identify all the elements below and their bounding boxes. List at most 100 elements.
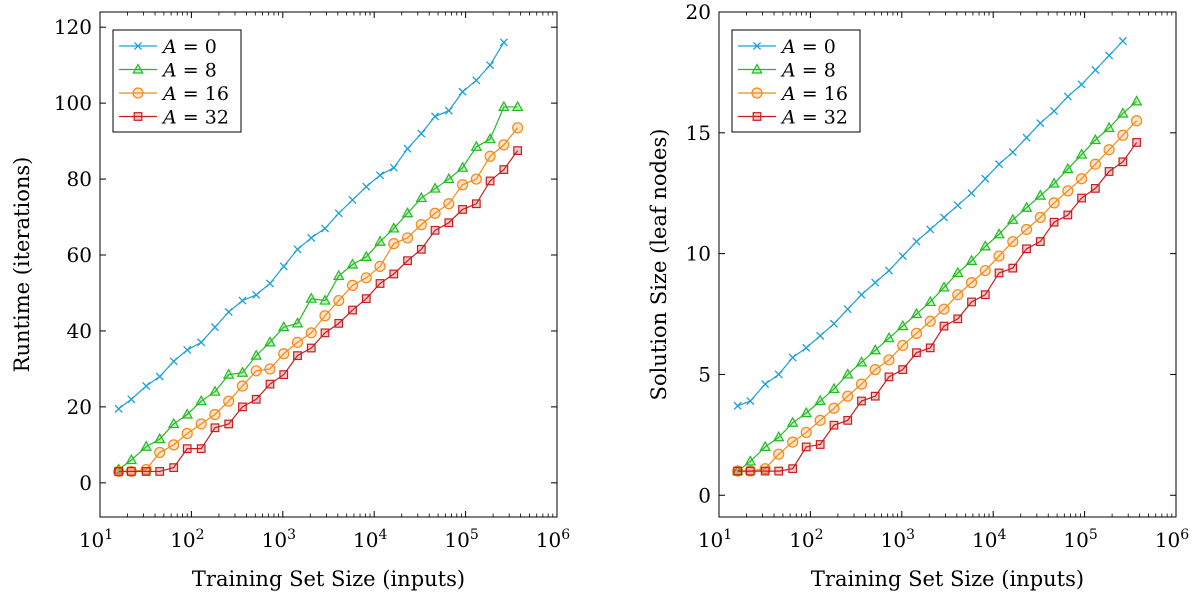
data-point [788,353,797,362]
series-circle [113,122,524,478]
data-point [443,198,455,210]
data-point [334,209,343,218]
data-point [857,396,866,406]
data-point [222,368,235,379]
data-point [1020,223,1033,236]
data-point [125,453,138,465]
legend: A = 0A = 8A = 16A = 32 [731,29,861,133]
data-point [1077,193,1086,203]
data-point [444,106,453,115]
data-point [429,182,441,193]
data-point [1022,133,1031,142]
data-point [951,266,964,278]
data-point [362,182,371,191]
x-tick-label: 106 [536,527,570,552]
data-point [279,370,289,380]
x-tick-label: 103 [881,527,915,552]
data-point [401,207,414,218]
data-point [786,416,799,427]
data-point [430,225,440,235]
y-axis-label: Solution Size (leaf nodes) [647,129,671,401]
data-point [209,385,221,396]
data-point [484,132,496,144]
data-point [334,318,344,328]
data-point [416,244,426,254]
series-square [114,146,523,476]
data-point [168,439,180,451]
y-tick-label: 5 [698,362,711,386]
data-point [499,165,509,174]
legend-label: A = 0 [161,36,217,58]
data-point [938,281,950,292]
data-point [1077,80,1086,89]
y-tick-label: 100 [54,91,92,115]
data-point [1062,185,1074,197]
data-point [1048,197,1060,209]
data-point [485,176,495,186]
data-point [1104,167,1114,176]
data-point [1050,107,1059,116]
y-tick-label: 80 [67,167,92,191]
legend-marker [751,87,763,99]
data-point [236,380,249,392]
data-point [788,464,798,474]
data-point [293,245,302,254]
data-point [772,431,785,442]
data-point [291,317,304,328]
data-point [883,354,895,366]
data-point [320,224,330,233]
data-point [965,254,978,265]
x-tick-label: 106 [1155,527,1189,552]
data-point [1103,121,1115,133]
data-point [857,290,866,299]
data-point [814,414,826,426]
data-point [320,328,330,338]
data-point [278,348,290,360]
chart-2: 0 5 10 15 20 101 102 103 104 105 106 Training Set S… [647,0,1189,591]
series-line [737,120,1138,472]
data-point [1034,211,1046,223]
data-point [484,150,496,162]
y-tick-label: 10 [686,242,711,266]
data-point [181,427,193,440]
data-point [265,379,275,389]
data-point [210,323,220,332]
data-point [746,396,755,406]
data-point [869,344,881,355]
data-point [458,205,467,214]
data-point [224,307,233,317]
data-point [127,395,136,404]
data-point [883,331,895,343]
legend-label: A = 8 [780,60,836,82]
data-point [238,402,247,412]
axes-frame [718,11,1177,518]
legend-label: A = 16 [780,83,848,105]
data-point [967,189,976,198]
legend-marker [751,63,763,74]
data-point [965,277,978,289]
data-point [223,395,235,407]
data-point [1105,51,1114,60]
data-point [924,315,936,327]
data-point [843,305,852,314]
x-tick-label: 104 [353,527,387,552]
data-point [471,199,481,209]
x-tick-label: 101 [79,527,113,552]
data-point [306,343,316,353]
data-point [374,235,386,246]
legend-marker [133,41,143,51]
data-point [348,305,357,315]
data-point [346,258,359,269]
data-point [1022,244,1031,254]
series-line [737,100,1138,472]
data-point [155,467,165,476]
data-point [264,336,276,347]
data-point [801,442,811,452]
data-point [305,327,317,339]
data-point [841,368,854,379]
data-point [403,256,412,266]
data-point [140,440,152,451]
data-point [939,213,949,222]
data-point [209,408,221,421]
